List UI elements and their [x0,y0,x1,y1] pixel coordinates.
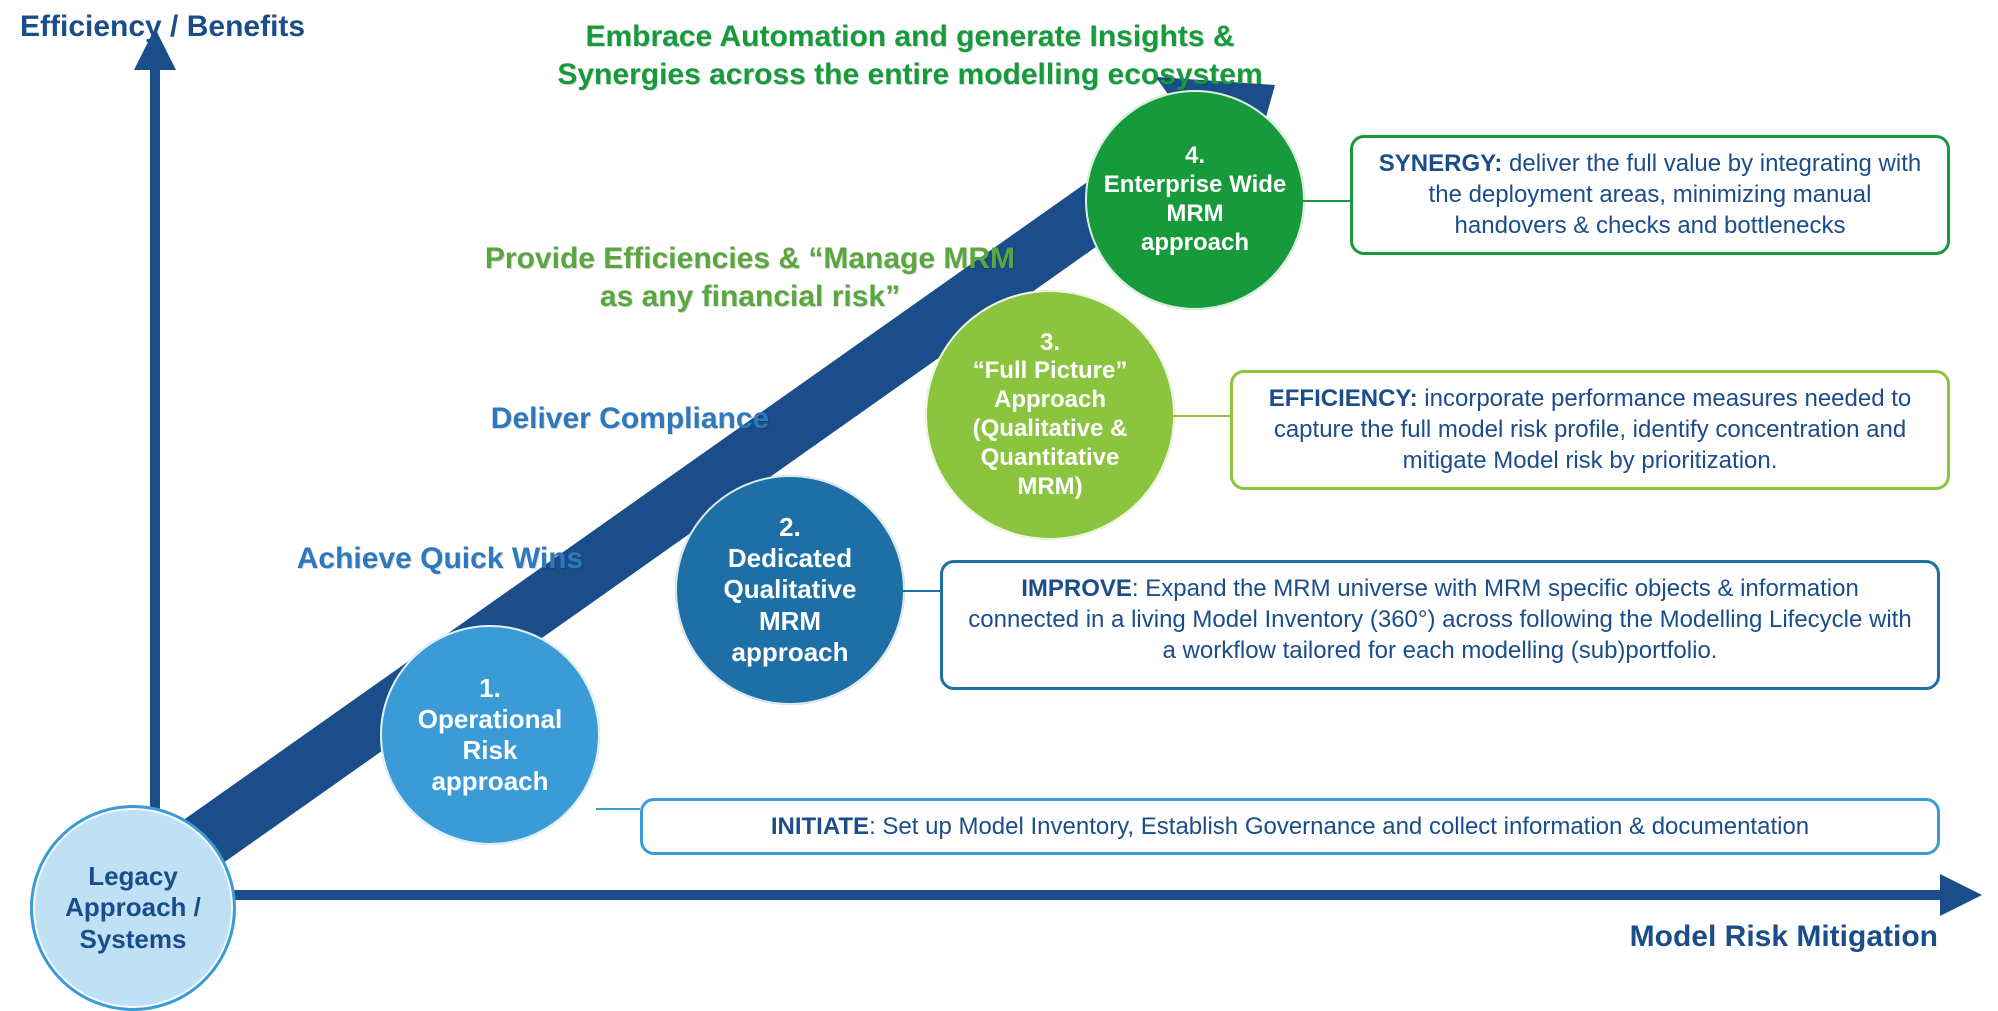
node-n3: 3. “Full Picture” Approach (Qualitative … [925,290,1175,540]
connector-c1 [596,808,640,810]
node-n4: 4. Enterprise Wide MRM approach [1085,90,1305,310]
node-legacy: Legacy Approach / Systems [30,805,236,1011]
y-axis-label: Efficiency / Benefits [20,10,305,44]
callout-c1: INITIATE: Set up Model Inventory, Establ… [640,798,1940,855]
connector-c2 [901,590,940,592]
callout-body: : Set up Model Inventory, Establish Gove… [869,813,1809,840]
node-n1: 1. Operational Risk approach [380,625,600,845]
stage-caption-4: Embrace Automation and generate Insights… [460,18,1360,93]
diagram-stage: Efficiency / Benefits Model Risk Mitigat… [0,0,1998,992]
callout-lead: IMPROVE [1021,575,1132,602]
stage-caption-2: Deliver Compliance [420,400,840,438]
callout-lead: INITIATE [771,813,869,840]
callout-c4: SYNERGY: deliver the full value by integ… [1350,135,1950,255]
callout-lead: SYNERGY: [1379,150,1503,177]
callout-body: deliver the full value by integrating wi… [1429,150,1922,239]
callout-c2: IMPROVE: Expand the MRM universe with MR… [940,560,1940,690]
callout-c3: EFFICIENCY: incorporate performance meas… [1230,370,1950,490]
connector-c4 [1301,200,1350,202]
node-n2: 2. Dedicated Qualitative MRM approach [675,475,905,705]
stage-caption-1: Achieve Quick Wins [230,540,650,578]
connector-c3 [1171,415,1230,417]
x-axis-label: Model Risk Mitigation [1630,920,1938,954]
callout-lead: EFFICIENCY: [1269,385,1418,412]
